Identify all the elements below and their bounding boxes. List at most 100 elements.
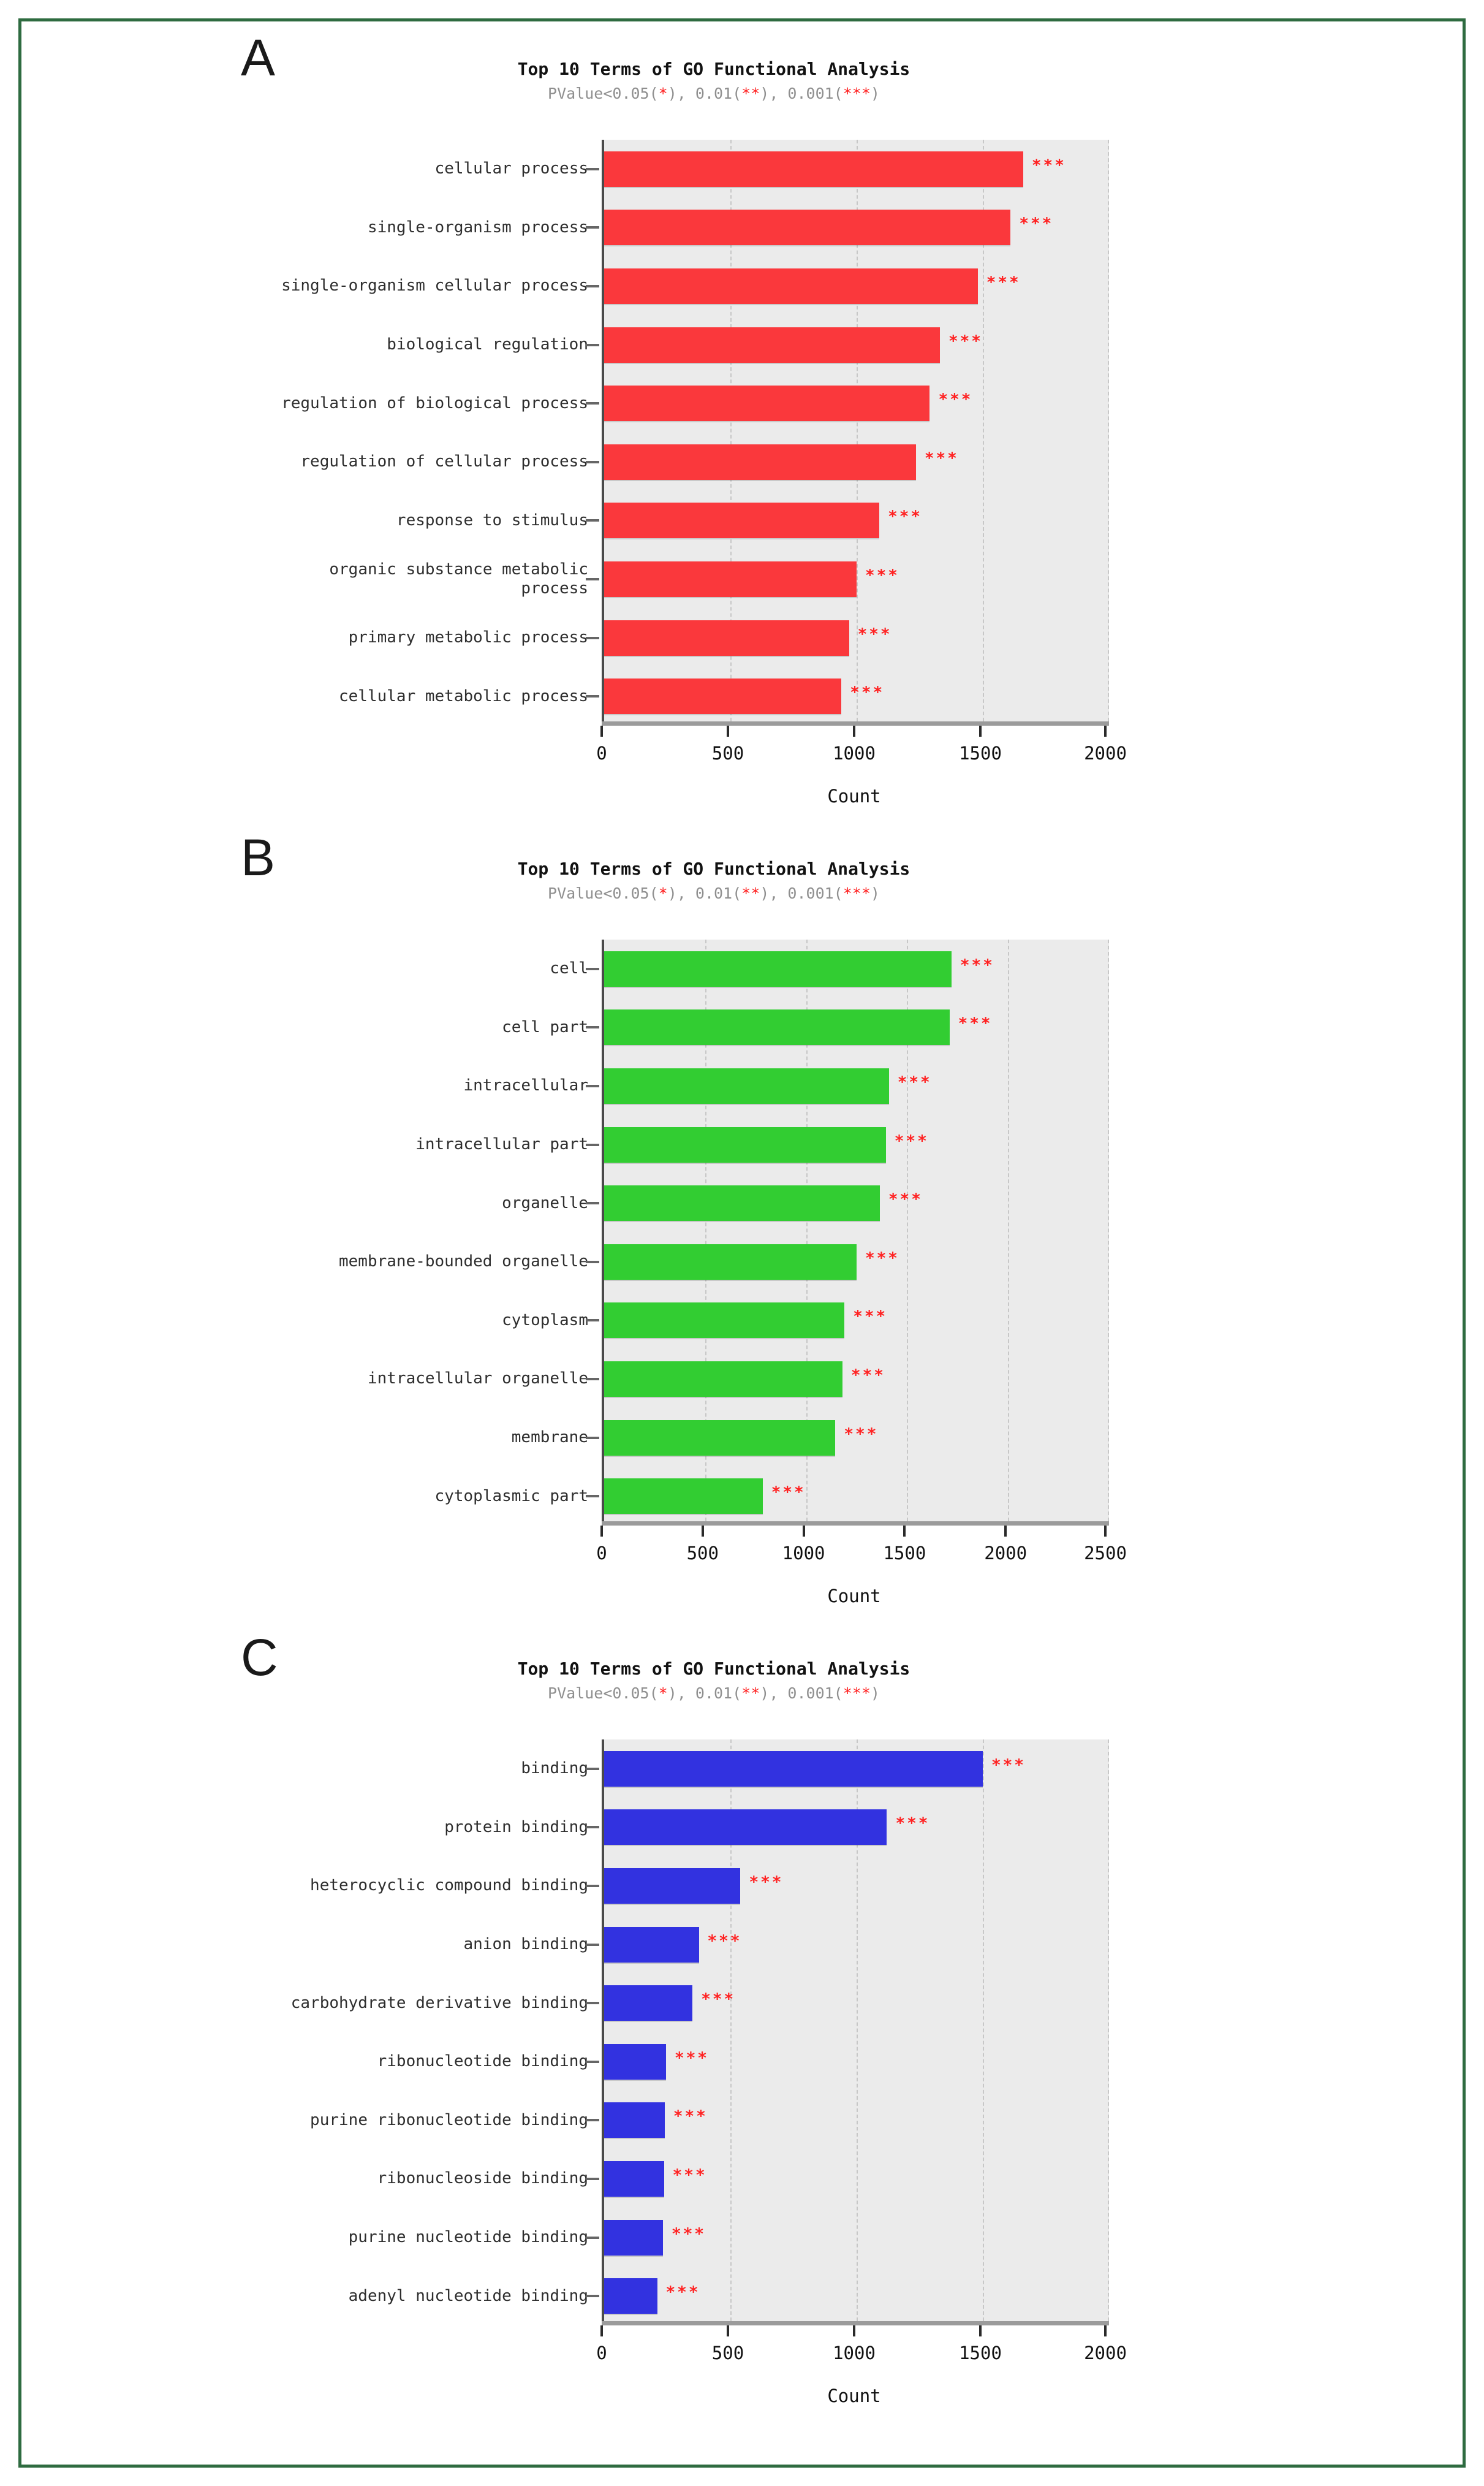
category-label: membrane-bounded organelle [339, 1252, 588, 1271]
bar-row: *** [586, 1057, 1109, 1116]
chart-title: Top 10 Terms of GO Functional Analysis [517, 1659, 910, 1679]
x-tick-mark [600, 1526, 603, 1537]
x-axis-line [602, 721, 1109, 726]
x-tick-label: 500 [686, 1543, 719, 1564]
chart-header: Top 10 Terms of GO Functional Analysis P… [319, 59, 1109, 102]
subtitle-text: ), 0.001( [760, 1684, 843, 1702]
category-label: anion binding [463, 1935, 589, 1953]
plot-panel: *** *** *** *** *** *** *** *** *** *** [586, 140, 1109, 726]
category-label: purine ribonucleotide binding [310, 2110, 588, 2129]
bar [604, 210, 1011, 246]
gridline-1500 [983, 1739, 984, 2321]
significance-stars: *** [701, 1990, 736, 2009]
bar-row: *** [586, 1233, 1109, 1291]
x-tick-label: 2000 [1084, 2343, 1127, 2363]
significance-stars: *** [865, 566, 899, 585]
bar [604, 1985, 693, 2021]
bar [604, 1809, 887, 1845]
chart-header: Top 10 Terms of GO Functional Analysis P… [319, 1659, 1109, 1702]
x-tick-mark [1104, 1526, 1107, 1537]
bar [604, 561, 857, 597]
x-tick-label: 1000 [833, 2343, 876, 2363]
bar-row: *** [586, 550, 1109, 609]
significance-stars: *** [844, 1424, 879, 1443]
x-tick-mark [600, 2325, 603, 2336]
chart-title: Top 10 Terms of GO Functional Analysis [517, 859, 910, 879]
subtitle-text: PValue<0.05( [548, 1684, 659, 1702]
bar-row: *** [586, 1857, 1109, 1915]
bar [604, 2043, 666, 2080]
bar-row: *** [586, 2208, 1109, 2267]
gridline-500 [705, 940, 706, 1521]
subtitle-text: PValue<0.05( [548, 884, 659, 902]
x-axis-line [602, 2321, 1109, 2325]
bar [604, 1185, 880, 1222]
x-tick-label: 0 [596, 743, 607, 764]
x-axis-title: Count [827, 2385, 881, 2406]
subtitle-text: PValue<0.05( [548, 85, 659, 102]
bar-row: *** [586, 257, 1109, 316]
bar-row: *** [586, 667, 1109, 726]
significance-stars: *** [895, 1814, 930, 1833]
x-tick-label: 1000 [833, 743, 876, 764]
bar [604, 386, 930, 422]
gridline-1000 [857, 140, 858, 721]
significance-stars: *** [850, 683, 885, 702]
significance-stars: *** [897, 1073, 932, 1092]
significance-stars: *** [671, 2224, 706, 2243]
bar [604, 1361, 842, 1397]
category-label: ribonucleoside binding [377, 2169, 588, 2188]
plot-panel: *** *** *** *** *** *** *** *** *** *** [586, 940, 1109, 1526]
x-tick-mark [727, 726, 729, 737]
bar [604, 1478, 763, 1515]
x-tick-mark [979, 2325, 982, 2336]
category-label: cellular metabolic process [339, 686, 588, 705]
category-label: cytoplasm [502, 1310, 588, 1329]
bar [604, 1302, 845, 1339]
x-tick-label: 2000 [984, 1543, 1028, 1564]
category-label: intracellular [463, 1076, 589, 1095]
x-tick-label: 1000 [782, 1543, 825, 1564]
significance-asterisks: *** [842, 884, 871, 902]
chart-subtitle: PValue<0.05(*), 0.01(**), 0.001(***) [319, 1684, 1109, 1702]
bar [604, 1127, 886, 1163]
significance-stars: *** [991, 1755, 1026, 1774]
bar [604, 268, 978, 304]
category-labels: binding protein binding heterocyclic compo… [274, 1739, 588, 2325]
significance-asterisks: *** [842, 1684, 871, 1702]
gridline-1500 [907, 940, 909, 1521]
x-tick-mark [802, 1526, 805, 1537]
significance-stars: *** [894, 1131, 929, 1150]
bar-row: *** [586, 1915, 1109, 1974]
chart-section: B Top 10 Terms of GO Functional Analysis… [0, 800, 1484, 1606]
x-tick-mark [979, 726, 982, 737]
x-tick-mark [701, 1526, 704, 1537]
gridline-1000 [857, 1739, 858, 2321]
bar [604, 951, 952, 987]
significance-asterisks: * [658, 1684, 668, 1702]
category-label: organic substance metabolic process [329, 560, 588, 598]
x-tick-mark [727, 2325, 729, 2336]
category-label: single-organism process [367, 218, 588, 237]
bar [604, 1420, 836, 1456]
x-tick-label: 1500 [959, 2343, 1002, 2363]
bar [604, 151, 1023, 187]
gridline-2000 [1008, 940, 1010, 1521]
panel-letter-b: B [241, 829, 276, 886]
bar [604, 503, 880, 539]
bar [604, 1009, 950, 1046]
category-label: carbohydrate derivative binding [290, 1993, 588, 2012]
panel-letter-a: A [241, 29, 276, 86]
x-tick-label: 1500 [959, 743, 1002, 764]
gridline-500 [730, 140, 732, 721]
bar [604, 2278, 657, 2314]
bar [604, 1068, 889, 1104]
bar-row: *** [586, 1467, 1109, 1526]
x-axis-title: Count [827, 786, 881, 807]
x-tick-mark [600, 726, 603, 737]
bar-row: *** [586, 140, 1109, 199]
category-label: organelle [502, 1193, 588, 1212]
gridline-1500 [983, 140, 984, 721]
significance-stars: *** [674, 2048, 709, 2067]
